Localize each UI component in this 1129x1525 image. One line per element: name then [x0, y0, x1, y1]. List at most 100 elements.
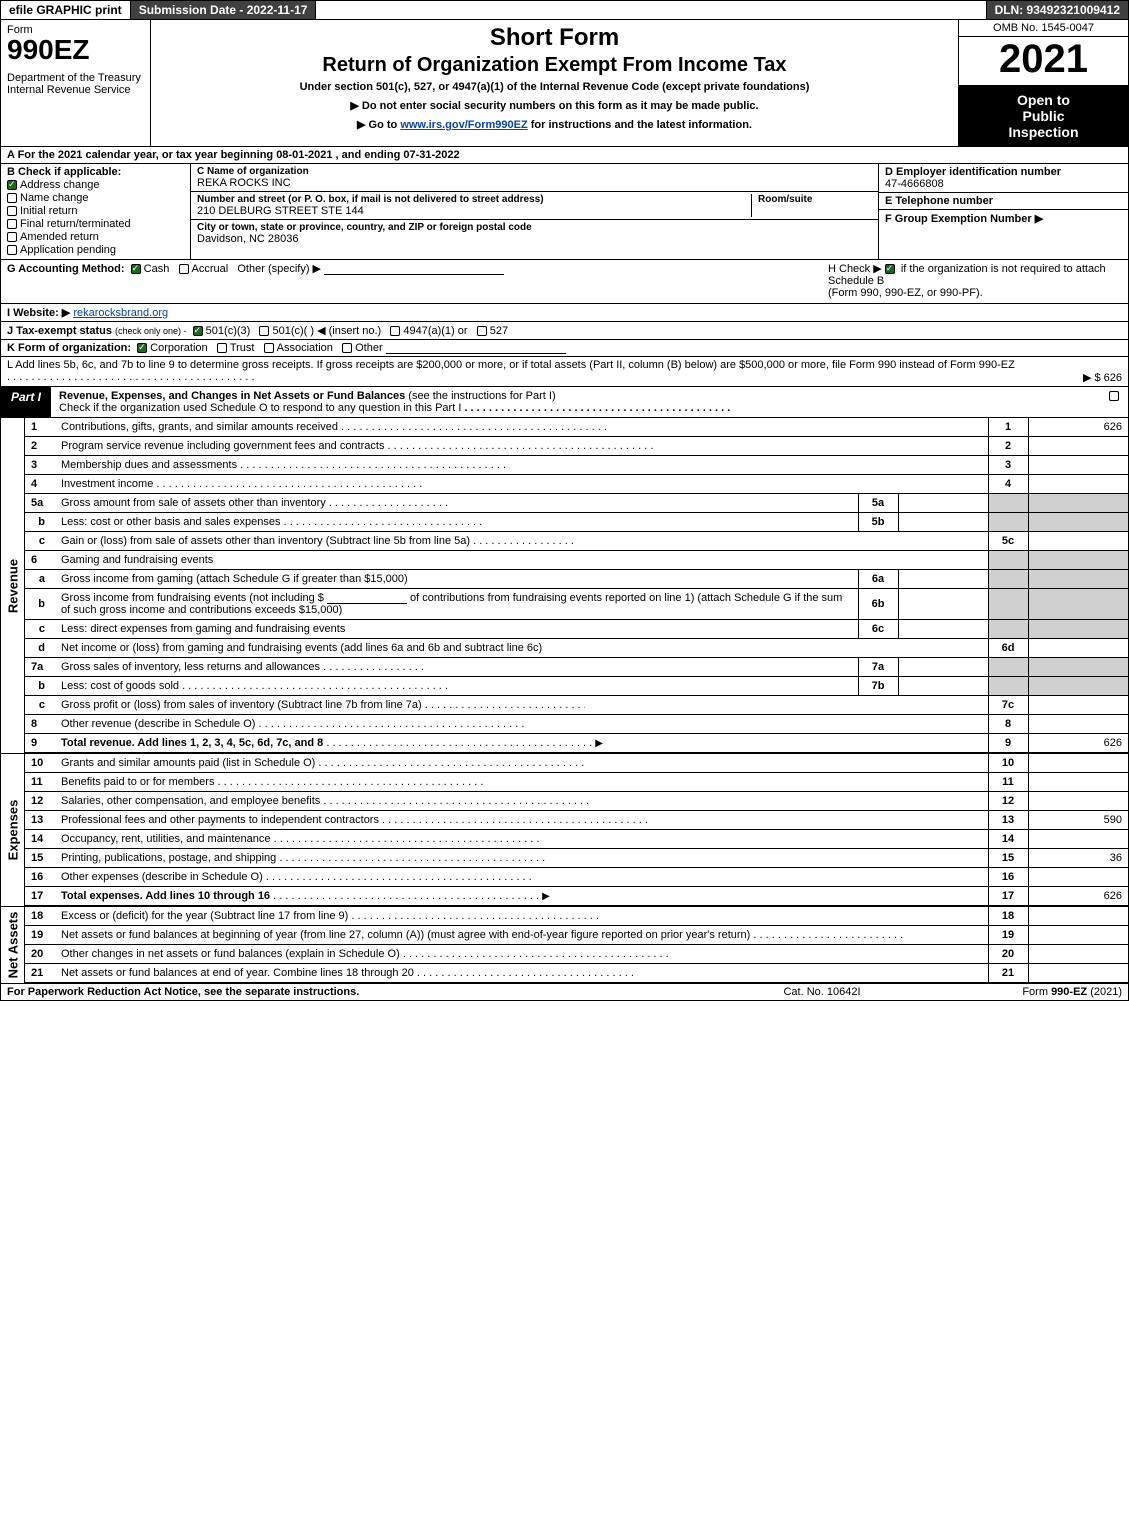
- header-left: Form 990EZ Department of the Treasury In…: [1, 20, 151, 146]
- k-other-blank[interactable]: [386, 342, 566, 354]
- result-val: [1028, 696, 1128, 715]
- check-amended-return[interactable]: Amended return: [7, 231, 184, 243]
- result-val: [1028, 456, 1128, 475]
- line-desc: Printing, publications, postage, and shi…: [61, 852, 276, 864]
- phone-box: E Telephone number: [879, 193, 1128, 210]
- blank-field[interactable]: [327, 592, 407, 604]
- line-num: b: [25, 513, 55, 532]
- line-desc: Gross sales of inventory, less returns a…: [61, 661, 320, 673]
- result-val: 626: [1028, 418, 1128, 437]
- line-num: 10: [25, 754, 55, 773]
- checkbox-empty-icon[interactable]: [217, 343, 227, 353]
- line-num: b: [25, 589, 55, 620]
- street-box: Number and street (or P. O. box, if mail…: [191, 192, 878, 220]
- inner-num: 6b: [858, 589, 898, 620]
- line-desc: Contributions, gifts, grants, and simila…: [61, 421, 338, 433]
- checkbox-empty-icon[interactable]: [477, 326, 487, 336]
- line-num: c: [25, 696, 55, 715]
- line-num: 1: [25, 418, 55, 437]
- expenses-section: Expenses 10 Grants and similar amounts p…: [0, 753, 1129, 906]
- line-desc: Net assets or fund balances at end of ye…: [61, 967, 414, 979]
- checkbox-empty-icon[interactable]: [390, 326, 400, 336]
- form-subtitle: Under section 501(c), 527, or 4947(a)(1)…: [157, 81, 952, 93]
- checkbox-checked-icon: [7, 180, 17, 190]
- line-desc: Net assets or fund balances at beginning…: [61, 929, 750, 941]
- instr-2-post: for instructions and the latest informat…: [528, 119, 752, 131]
- instr-2: ▶ Go to www.irs.gov/Form990EZ for instru…: [157, 118, 952, 131]
- line-l: L Add lines 5b, 6c, and 7b to line 9 to …: [0, 357, 1129, 387]
- table-row: 19 Net assets or fund balances at beginn…: [25, 926, 1128, 945]
- checkbox-checked-icon[interactable]: [193, 326, 203, 336]
- k-assoc: Association: [277, 342, 333, 354]
- checkbox-checked-icon[interactable]: [137, 343, 147, 353]
- line-desc: Gain or (loss) from sale of assets other…: [61, 535, 470, 547]
- checkbox-checked-icon[interactable]: [131, 264, 141, 274]
- ein-box: D Employer identification number 47-4666…: [879, 164, 1128, 193]
- table-row: 6 Gaming and fundraising events: [25, 551, 1128, 570]
- check-application-pending[interactable]: Application pending: [7, 244, 184, 256]
- checkbox-empty-icon[interactable]: [264, 343, 274, 353]
- shade-cell: [1028, 620, 1128, 639]
- header-right: OMB No. 1545-0047 2021 Open to Public In…: [958, 20, 1128, 146]
- table-row: 21 Net assets or fund balances at end of…: [25, 964, 1128, 983]
- arrow-icon: ▶: [542, 891, 550, 902]
- shade-cell: [1028, 658, 1128, 677]
- shade-cell: [988, 494, 1028, 513]
- line-num: 12: [25, 792, 55, 811]
- result-num: 20: [988, 945, 1028, 964]
- inner-val: [898, 513, 988, 532]
- line-num: 18: [25, 907, 55, 926]
- j-501c: 501(c)( ) ◀ (insert no.): [272, 325, 381, 337]
- checkbox-empty-icon[interactable]: [259, 326, 269, 336]
- checkbox-empty-icon[interactable]: [342, 343, 352, 353]
- check-final-return[interactable]: Final return/terminated: [7, 218, 184, 230]
- checkbox-empty-icon[interactable]: [179, 264, 189, 274]
- part-badge: Part I: [1, 387, 51, 417]
- part-title-text: Revenue, Expenses, and Changes in Net As…: [59, 390, 405, 402]
- result-val: 626: [1028, 887, 1128, 906]
- i-label: I Website: ▶: [7, 307, 70, 319]
- line-num: c: [25, 532, 55, 551]
- part-end-checkbox[interactable]: [1098, 387, 1128, 417]
- footer-right-pre: Form: [1022, 986, 1051, 998]
- website-link[interactable]: rekarocksbrand.org: [73, 307, 168, 319]
- table-row: 16 Other expenses (describe in Schedule …: [25, 868, 1128, 887]
- room-label: Room/suite: [758, 194, 872, 205]
- net-assets-tab: Net Assets: [1, 907, 25, 983]
- line-desc: Program service revenue including govern…: [61, 440, 384, 452]
- checkbox-checked-icon[interactable]: [885, 264, 895, 274]
- check-name-change[interactable]: Name change: [7, 192, 184, 204]
- table-row: 7a Gross sales of inventory, less return…: [25, 658, 1128, 677]
- line-desc: Less: cost or other basis and sales expe…: [61, 516, 281, 528]
- result-num: 9: [988, 734, 1028, 753]
- org-name: REKA ROCKS INC: [197, 177, 872, 189]
- check-initial-return[interactable]: Initial return: [7, 205, 184, 217]
- line-num: 16: [25, 868, 55, 887]
- entity-mid: C Name of organization REKA ROCKS INC Nu…: [191, 164, 878, 259]
- result-val: 36: [1028, 849, 1128, 868]
- net-assets-section: Net Assets 18 Excess or (deficit) for th…: [0, 906, 1129, 984]
- revenue-lines-table: 1 Contributions, gifts, grants, and simi…: [25, 418, 1128, 753]
- inner-val: [898, 494, 988, 513]
- city-box: City or town, state or province, country…: [191, 220, 878, 247]
- check-address-change[interactable]: Address change: [7, 179, 184, 191]
- g-other-blank[interactable]: [324, 263, 504, 275]
- d-label: D Employer identification number: [885, 166, 1122, 178]
- result-val: [1028, 868, 1128, 887]
- result-num: 5c: [988, 532, 1028, 551]
- result-val: [1028, 964, 1128, 983]
- line-desc: Occupancy, rent, utilities, and maintena…: [61, 833, 271, 845]
- efile-print-label[interactable]: efile GRAPHIC print: [1, 1, 131, 19]
- irs-link[interactable]: www.irs.gov/Form990EZ: [400, 119, 527, 131]
- table-row: 9 Total revenue. Add lines 1, 2, 3, 4, 5…: [25, 734, 1128, 753]
- line-num: 17: [25, 887, 55, 906]
- entity-block: B Check if applicable: Address change Na…: [0, 164, 1129, 260]
- table-row: 20 Other changes in net assets or fund b…: [25, 945, 1128, 964]
- check-label: Amended return: [20, 231, 99, 243]
- inner-num: 7a: [858, 658, 898, 677]
- instr-2-pre: ▶ Go to: [357, 119, 400, 131]
- footer-right-form: 990-EZ: [1051, 986, 1087, 998]
- result-val: [1028, 754, 1128, 773]
- line-num: c: [25, 620, 55, 639]
- shade-cell: [988, 551, 1028, 570]
